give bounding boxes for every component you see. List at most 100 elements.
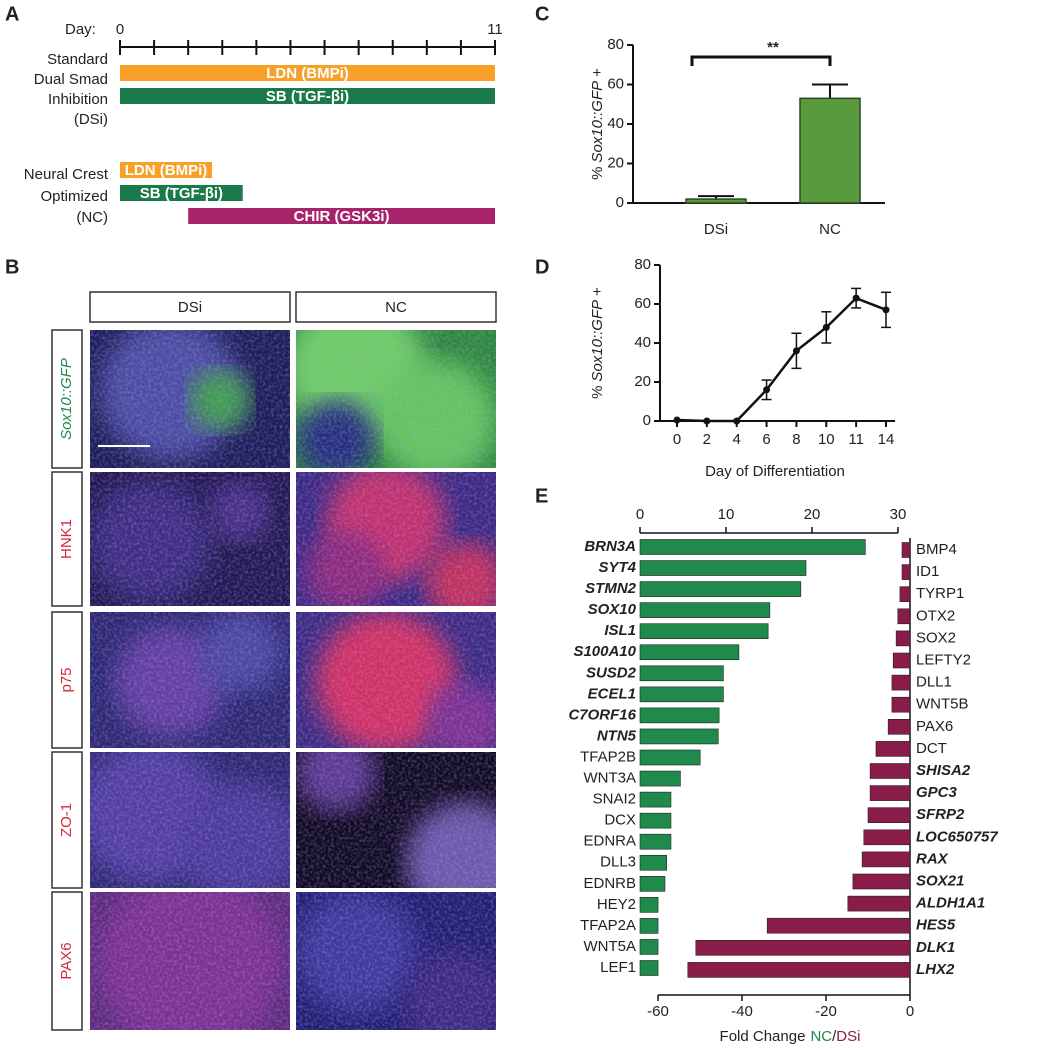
group-label: Neural Crest [24, 166, 109, 183]
micrograph [90, 612, 290, 748]
x-tick-label: 11 [848, 431, 864, 448]
bar [639, 749, 701, 766]
bar [639, 644, 740, 661]
bar [639, 602, 771, 618]
column-header: DSi [178, 299, 202, 316]
bar [639, 791, 672, 808]
row-label: Sox10::GFP [58, 358, 75, 440]
row-label-box [51, 329, 83, 469]
panel-letter: A [5, 3, 19, 25]
group-label: Inhibition [48, 91, 108, 108]
column-header: NC [385, 299, 407, 316]
y-tick-label: 40 [607, 115, 624, 132]
bar [639, 665, 724, 682]
category-label: BMP4 [916, 541, 957, 558]
legend-entry: NC [810, 1028, 832, 1045]
y-tick-label: 0 [616, 194, 624, 211]
bar [639, 686, 724, 703]
category-label: LEF1 [600, 959, 636, 976]
bar [799, 97, 861, 204]
category-label: GPC3 [916, 784, 958, 801]
category-label: WNT5B [916, 696, 969, 713]
panel-letter: B [5, 256, 19, 278]
point [792, 347, 800, 355]
column-header-box [295, 291, 497, 323]
category-label: ID1 [916, 563, 939, 580]
point [673, 416, 681, 424]
bar [766, 917, 911, 934]
row-label-box [51, 471, 83, 607]
y-axis-label-part: Sox10::GFP [589, 300, 606, 382]
point [703, 417, 711, 425]
category-label: OTX2 [916, 607, 955, 624]
x-axis-label: Day: [65, 21, 96, 38]
y-axis-label: % Sox10::GFP + [589, 68, 606, 180]
micrograph [90, 892, 290, 1030]
bar [895, 630, 911, 647]
x-tick-label: 10 [818, 431, 835, 448]
bar [639, 560, 807, 576]
line [676, 296, 887, 423]
timeline-bar-label: LDN (BMPi) [266, 65, 349, 82]
row-label: PAX6 [58, 942, 75, 979]
category-label: ECEL1 [588, 685, 636, 702]
category-label: EDNRA [583, 833, 636, 850]
y-axis-label-part: + [589, 287, 606, 296]
micrograph [296, 752, 496, 888]
bottom-tick-label: -20 [815, 1003, 837, 1020]
category-label: EDNRB [583, 875, 636, 892]
significance-label: ** [767, 39, 779, 56]
x-tick-label: 14 [878, 431, 895, 448]
top-tick-label: 20 [804, 506, 821, 523]
group-label: (DSi) [74, 111, 108, 128]
bar [875, 741, 911, 757]
panel-letter: D [535, 256, 549, 278]
category-label: PAX6 [916, 718, 953, 735]
bar [867, 807, 911, 824]
panel-letter: C [535, 3, 549, 25]
x-tick-label: 0 [673, 431, 681, 448]
legend-entry: DSi [836, 1028, 860, 1045]
y-tick-label: 80 [634, 256, 651, 273]
timeline-bar [120, 185, 243, 201]
x-tick-label: 0 [116, 21, 124, 38]
bar [901, 542, 911, 558]
bar [639, 770, 681, 787]
bar [639, 833, 672, 850]
y-axis-label: % Sox10::GFP + [589, 287, 606, 399]
y-tick-label: 80 [607, 36, 624, 53]
image-texture [296, 892, 496, 1030]
significance-bracket [690, 55, 832, 66]
category-label: STMN2 [585, 580, 636, 597]
bar [892, 652, 911, 669]
group-label: Optimized [40, 188, 108, 205]
y-tick-label: 20 [634, 373, 651, 390]
top-tick-label: 0 [636, 506, 644, 523]
row-label-box [51, 891, 83, 1031]
category-label: SFRP2 [916, 806, 965, 823]
micrograph [296, 612, 496, 748]
y-tick-label: 0 [643, 412, 651, 429]
image-texture [296, 612, 496, 748]
group-label: Dual Smad [34, 71, 108, 88]
bar [685, 198, 747, 204]
bar [852, 873, 911, 890]
category-label: SHISA2 [916, 762, 971, 779]
category-label: BRN3A [584, 538, 636, 555]
category-label: DCX [604, 812, 636, 829]
bar [687, 962, 911, 978]
bar [639, 960, 659, 976]
micrograph [296, 330, 496, 468]
x-tick-label: 6 [762, 431, 770, 448]
point [822, 323, 830, 331]
category-label: SYT4 [598, 559, 636, 576]
bar [887, 718, 911, 735]
bar [891, 696, 911, 713]
bottom-tick-label: 0 [906, 1003, 914, 1020]
row-label: ZO-1 [58, 803, 75, 837]
x-tick-label: 8 [792, 431, 800, 448]
y-axis-label-part: % [589, 167, 606, 180]
timeline-bar-label: SB (TGF-βi) [140, 185, 223, 202]
category-label: LHX2 [916, 961, 955, 978]
